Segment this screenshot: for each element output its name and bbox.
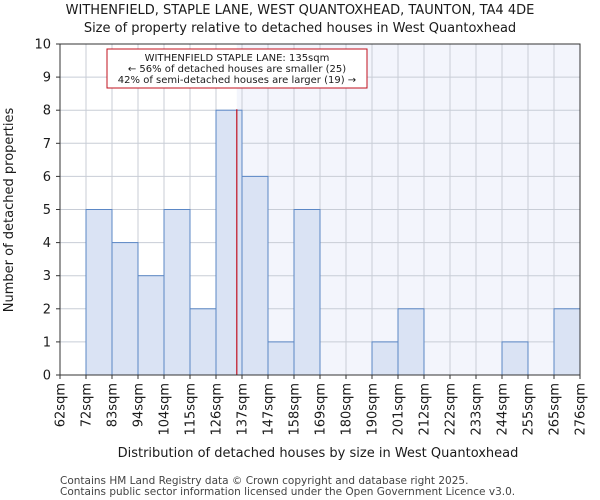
x-tick-label-255sqm: 255sqm bbox=[522, 383, 537, 436]
bar-137sqm bbox=[241, 175, 269, 376]
x-axis-label: Distribution of detached houses by size … bbox=[118, 446, 519, 461]
x-tick-label-169sqm: 169sqm bbox=[314, 383, 329, 436]
x-tick-label-62sqm: 62sqm bbox=[54, 383, 69, 427]
y-axis-label: Number of detached properties bbox=[2, 108, 17, 313]
x-tick-label-147sqm: 147sqm bbox=[262, 383, 277, 436]
bar-126sqm bbox=[215, 109, 243, 376]
x-tick-label-137sqm: 137sqm bbox=[236, 383, 251, 436]
x-tick-label-276sqm: 276sqm bbox=[574, 383, 589, 436]
y-tick-label-6: 6 bbox=[43, 170, 51, 185]
y-tick-label-8: 8 bbox=[43, 104, 51, 119]
x-tick-label-126sqm: 126sqm bbox=[210, 383, 225, 436]
x-tick-label-180sqm: 180sqm bbox=[340, 383, 355, 436]
bar-201sqm bbox=[397, 308, 425, 376]
chart-title-line-2: Size of property relative to detached ho… bbox=[84, 21, 516, 36]
y-tick-label-7: 7 bbox=[43, 137, 51, 152]
bar-244sqm bbox=[501, 341, 529, 376]
x-tick-label-233sqm: 233sqm bbox=[470, 383, 485, 436]
annotation-box: WITHENFIELD STAPLE LANE: 135sqm ← 56% of… bbox=[106, 48, 368, 89]
x-tick-label-244sqm: 244sqm bbox=[496, 383, 511, 436]
y-tick-label-4: 4 bbox=[43, 236, 51, 251]
x-tick-label-72sqm: 72sqm bbox=[80, 383, 95, 427]
x-tick-label-94sqm: 94sqm bbox=[132, 383, 147, 427]
annotation-border bbox=[106, 48, 368, 89]
footer-line-1: Contains HM Land Registry data © Crown c… bbox=[60, 475, 468, 487]
x-tick-label-115sqm: 115sqm bbox=[184, 383, 199, 436]
x-tick-label-158sqm: 158sqm bbox=[288, 383, 303, 436]
annotation-line-1: WITHENFIELD STAPLE LANE: 135sqm bbox=[145, 53, 330, 64]
bar-104sqm bbox=[163, 209, 191, 376]
x-tick-label-222sqm: 222sqm bbox=[444, 383, 459, 436]
bar-158sqm bbox=[293, 209, 321, 376]
bars bbox=[85, 109, 581, 376]
plot-area bbox=[56, 43, 581, 379]
x-tick-label-265sqm: 265sqm bbox=[548, 383, 563, 436]
bar-83sqm bbox=[111, 242, 139, 376]
x-tick-labels: 62sqm 72sqm 83sqm 94sqm 104sqm 115sqm 126sqm 13… bbox=[54, 383, 589, 436]
y-tick-label-9: 9 bbox=[43, 71, 51, 86]
x-tick-label-190sqm: 190sqm bbox=[366, 383, 381, 436]
chart-title-line-1: WITHENFIELD, STAPLE LANE, WEST QUANTOXHE… bbox=[66, 3, 535, 18]
y-tick-label-2: 2 bbox=[43, 302, 51, 317]
y-tick-label-10: 10 bbox=[34, 38, 51, 53]
bar-265sqm bbox=[553, 308, 581, 376]
bar-115sqm bbox=[189, 308, 217, 376]
y-tick-labels: 0 1 2 3 4 5 6 7 8 9 10 bbox=[34, 38, 51, 384]
axes bbox=[56, 43, 581, 379]
annotation-line-3: 42% of semi-detached houses are larger (… bbox=[118, 75, 356, 86]
annotation-line-2: ← 56% of detached houses are smaller (25… bbox=[128, 64, 346, 75]
footer-line-2: Contains public sector information licen… bbox=[60, 486, 515, 498]
x-tick-label-212sqm: 212sqm bbox=[418, 383, 433, 436]
bar-94sqm bbox=[137, 275, 165, 376]
x-tick-label-201sqm: 201sqm bbox=[392, 383, 407, 436]
y-tick-label-5: 5 bbox=[43, 203, 51, 218]
y-tick-label-1: 1 bbox=[43, 335, 51, 350]
bar-190sqm bbox=[371, 341, 399, 376]
x-tick-label-104sqm: 104sqm bbox=[158, 383, 173, 436]
y-tick-label-3: 3 bbox=[43, 269, 51, 284]
y-tick-label-0: 0 bbox=[43, 369, 51, 384]
bar-72sqm bbox=[85, 209, 113, 376]
bar-147sqm bbox=[267, 341, 295, 376]
x-tick-label-83sqm: 83sqm bbox=[106, 383, 121, 427]
